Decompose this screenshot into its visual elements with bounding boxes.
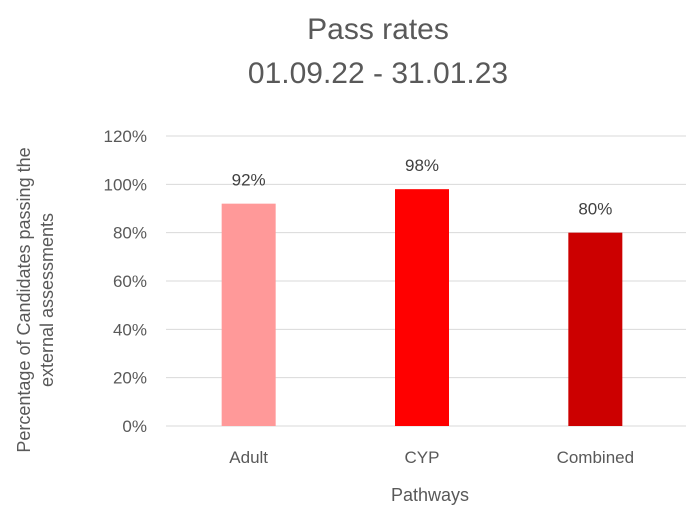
y-tick-label: 0%: [122, 417, 147, 436]
y-tick-label: 100%: [104, 175, 147, 194]
y-tick-label: 20%: [113, 369, 147, 388]
x-axis-title: Pathways: [391, 485, 469, 505]
y-axis-ticks: 0% 20% 40% 60% 80% 100% 120%: [104, 127, 147, 436]
x-tick-label-cyp: CYP: [405, 448, 440, 467]
y-tick-label: 80%: [113, 224, 147, 243]
x-tick-label-combined: Combined: [557, 448, 635, 467]
x-axis-ticks: Adult CYP Combined: [229, 448, 634, 467]
y-axis-title-line-2: external assessments: [37, 213, 57, 387]
x-tick-label-adult: Adult: [229, 448, 268, 467]
data-label-combined: 80%: [578, 200, 612, 219]
chart-subtitle: 01.09.22 - 31.01.23: [248, 57, 508, 90]
y-tick-label: 60%: [113, 272, 147, 291]
data-labels: 92% 98% 80%: [232, 156, 613, 219]
y-tick-label: 120%: [104, 127, 147, 146]
y-axis-title-line-1: Percentage of Candidates passing the: [14, 147, 34, 452]
data-label-adult: 92%: [232, 171, 266, 190]
bar-combined: [568, 232, 623, 426]
bar-cyp: [395, 189, 449, 426]
chart-title: Pass rates: [307, 13, 449, 46]
bars: [221, 189, 623, 426]
bar-adult: [221, 203, 276, 426]
y-tick-label: 40%: [113, 320, 147, 339]
data-label-cyp: 98%: [405, 156, 439, 175]
